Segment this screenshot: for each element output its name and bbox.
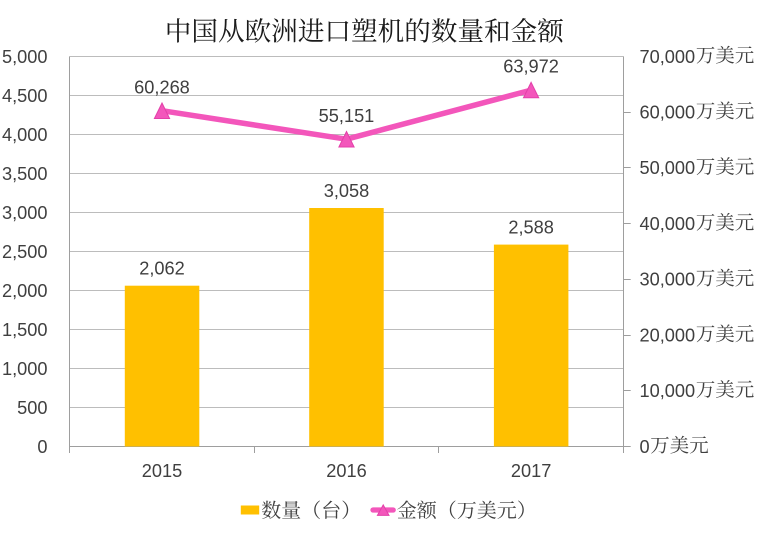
svg-text:2017: 2017 xyxy=(511,461,551,481)
svg-text:10,000: 10,000 xyxy=(640,381,696,401)
svg-text:2015: 2015 xyxy=(142,461,182,481)
svg-text:40,000: 40,000 xyxy=(640,214,696,234)
svg-text:60,000: 60,000 xyxy=(640,103,696,123)
svg-text:3,000: 3,000 xyxy=(2,203,48,223)
svg-text:0: 0 xyxy=(640,437,650,457)
svg-text:4,000: 4,000 xyxy=(2,125,48,145)
svg-text:5,000: 5,000 xyxy=(2,47,48,67)
svg-text:20,000: 20,000 xyxy=(640,325,696,345)
svg-text:0: 0 xyxy=(37,437,47,457)
svg-text:50,000: 50,000 xyxy=(640,158,696,178)
svg-text:500: 500 xyxy=(17,398,47,418)
svg-text:2016: 2016 xyxy=(326,461,366,481)
svg-text:55,151: 55,151 xyxy=(319,106,375,126)
svg-text:63,972: 63,972 xyxy=(503,57,559,77)
svg-text:70,000: 70,000 xyxy=(640,47,696,67)
svg-text:60,268: 60,268 xyxy=(134,77,190,97)
svg-text:2,588: 2,588 xyxy=(508,218,554,238)
svg-text:2,500: 2,500 xyxy=(2,242,48,262)
svg-text:4,500: 4,500 xyxy=(2,86,48,106)
svg-text:2,062: 2,062 xyxy=(139,259,185,279)
svg-text:1,500: 1,500 xyxy=(2,320,48,340)
svg-text:3,500: 3,500 xyxy=(2,164,48,184)
svg-text:3,058: 3,058 xyxy=(324,181,370,201)
svg-text:30,000: 30,000 xyxy=(640,270,696,290)
svg-text:1,000: 1,000 xyxy=(2,359,48,379)
svg-text:2,000: 2,000 xyxy=(2,281,48,301)
